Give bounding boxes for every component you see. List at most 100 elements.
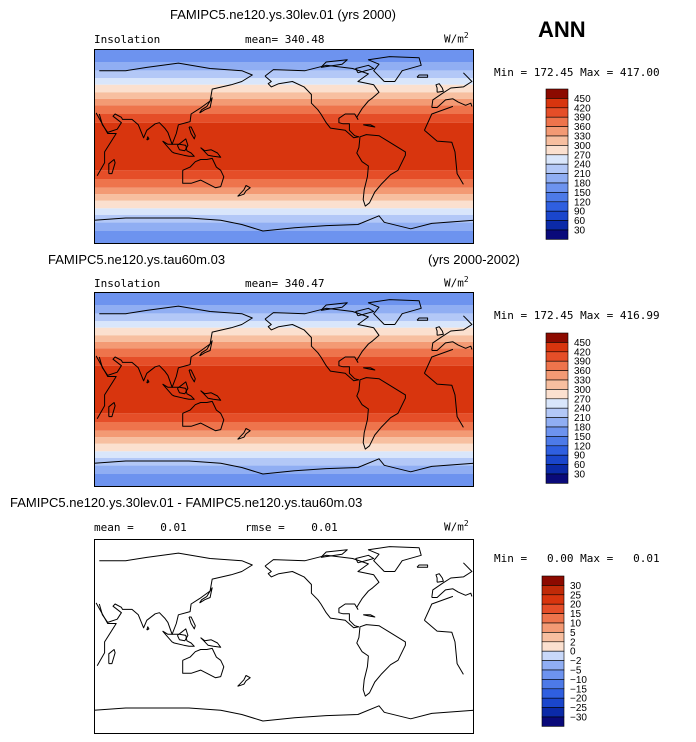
- coastline-arctic_isl: [320, 302, 348, 311]
- coastline-newguinea: [200, 390, 222, 401]
- coastline-caribbean: [363, 124, 376, 128]
- coastline-indonesia: [162, 383, 195, 400]
- colorbar-swatch: [541, 622, 565, 633]
- panel-3-map: [93, 539, 475, 734]
- coastline-greenland: [367, 299, 422, 325]
- colorbar-swatch: [545, 116, 569, 127]
- colorbar-swatch: [545, 192, 569, 203]
- coastline-australia: [182, 400, 225, 432]
- colorbar-label: 5: [570, 628, 576, 639]
- insolation-band: [94, 78, 474, 85]
- insolation-band: [94, 451, 474, 458]
- insolation-band: [94, 430, 474, 438]
- panel-2-units: W/m2: [444, 275, 469, 290]
- coastline-uk: [435, 83, 444, 93]
- colorbar-swatch: [541, 575, 565, 586]
- insolation-band: [94, 327, 474, 336]
- insolation-band: [94, 443, 474, 452]
- map-background: [94, 539, 474, 734]
- map-frame: [94, 49, 474, 244]
- colorbar-label: 450: [574, 338, 591, 349]
- colorbar-label: 60: [574, 216, 586, 227]
- coastline-madagascar: [108, 402, 116, 418]
- colorbar-label: −5: [570, 666, 582, 677]
- colorbar-label: −25: [570, 703, 587, 714]
- colorbar-swatch: [541, 697, 565, 708]
- colorbar-label: 390: [574, 357, 591, 368]
- insolation-band: [94, 321, 474, 328]
- coastline-antarctica: [93, 215, 475, 232]
- insolation-band: [94, 179, 474, 188]
- coastline-uk: [435, 573, 444, 583]
- insolation-band: [94, 214, 474, 223]
- colorbar-label: 15: [570, 609, 582, 620]
- panel-2-colorbar: 4504203903603303002702402101801501209060…: [545, 332, 591, 484]
- insolation-band: [94, 231, 474, 244]
- colorbar-label: 390: [574, 113, 591, 124]
- colorbar-swatch: [541, 613, 565, 624]
- insolation-band: [94, 170, 474, 179]
- insolation-band: [94, 413, 474, 422]
- colorbar-label: 2: [570, 637, 576, 648]
- colorbar-label: 240: [574, 160, 591, 171]
- colorbar-label: 180: [574, 423, 591, 434]
- coastline-newguinea: [200, 147, 222, 158]
- insolation-band: [94, 348, 474, 357]
- coastline-srilanka: [146, 379, 150, 384]
- insolation-band: [94, 92, 474, 99]
- coastline-nz: [237, 428, 251, 440]
- colorbar-label: 30: [574, 470, 586, 481]
- colorbar-swatch: [545, 182, 569, 193]
- insolation-band: [94, 114, 474, 123]
- coastline-srilanka: [146, 626, 150, 631]
- insolation-band: [94, 62, 474, 71]
- colorbar-label: 0: [570, 647, 576, 658]
- colorbar-swatch: [545, 389, 569, 400]
- insolation-band: [94, 49, 474, 62]
- coastline-caribbean: [363, 614, 376, 618]
- colorbar-label: 360: [574, 366, 591, 377]
- coastline-japan: [199, 340, 213, 357]
- colorbar-swatch: [541, 716, 565, 727]
- colorbar-swatch: [545, 417, 569, 428]
- colorbar-swatch: [545, 135, 569, 146]
- coastline-uk: [435, 326, 444, 336]
- insolation-band: [94, 341, 474, 349]
- colorbar-label: 30: [574, 226, 586, 237]
- colorbar-swatch: [541, 585, 565, 596]
- coastline-arctic_isl: [320, 59, 348, 68]
- insolation-band: [94, 222, 474, 231]
- panel-2-variable-label: Insolation: [94, 277, 161, 290]
- colorbar-swatch: [545, 98, 569, 109]
- coastline-eurasia: [98, 62, 473, 145]
- coastline-n_america: [264, 64, 380, 139]
- colorbar-swatch: [541, 641, 565, 652]
- colorbar-swatch: [545, 229, 569, 240]
- insolation-band: [94, 187, 474, 195]
- coastline-nz: [237, 185, 251, 197]
- colorbar-swatch: [541, 707, 565, 718]
- panel-1-title: FAMIPC5.ne120.ys.30lev.01 (yrs 2000): [170, 7, 396, 22]
- insolation-band: [94, 105, 474, 114]
- coastline-arctic_isl2: [355, 307, 375, 317]
- coastline-borneo: [176, 138, 189, 152]
- panel-2-minmax: Min = 172.45 Max = 416.99: [494, 309, 660, 322]
- panel-1-variable-label: Insolation: [94, 33, 161, 46]
- coastline-arctic_isl2: [355, 64, 375, 74]
- colorbar-label: 210: [574, 169, 591, 180]
- insolation-band: [94, 200, 474, 209]
- insolation-band: [94, 122, 474, 147]
- colorbar-swatch: [545, 210, 569, 221]
- colorbar-label: −30: [570, 713, 587, 724]
- colorbar-swatch: [545, 220, 569, 231]
- colorbar-swatch: [545, 88, 569, 99]
- colorbar-swatch: [545, 436, 569, 447]
- colorbar-swatch: [545, 163, 569, 174]
- colorbar-label: −10: [570, 675, 587, 686]
- colorbar-swatch: [545, 332, 569, 343]
- colorbar-swatch: [541, 660, 565, 671]
- coastline-s_america: [356, 377, 406, 450]
- colorbar-label: 90: [574, 451, 586, 462]
- panel-2-title-years: (yrs 2000-2002): [428, 252, 520, 267]
- colorbar-swatch: [541, 594, 565, 605]
